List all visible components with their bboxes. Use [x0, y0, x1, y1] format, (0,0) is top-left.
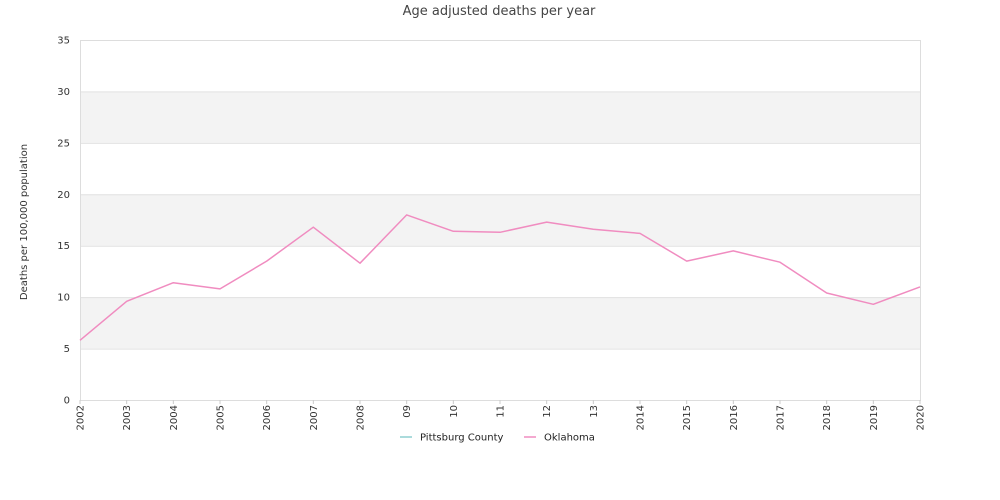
x-axis-ticks: 2002 2003 2004 2005 2006 2007 2008 09 10 11 12 13 20…	[76, 400, 927, 430]
y-tick-label: 20	[57, 190, 70, 201]
x-tick-label: 2005	[216, 405, 227, 430]
x-tick-label: 2014	[636, 405, 647, 430]
plot-band	[80, 194, 920, 246]
plot-band	[80, 297, 920, 349]
x-tick-label: 11	[496, 405, 507, 418]
x-tick-label: 2020	[916, 405, 927, 430]
x-tick-label: 13	[589, 405, 600, 418]
y-tick-label: 5	[64, 344, 70, 355]
series-lines	[79, 214, 921, 341]
x-tick-label: 2002	[76, 405, 87, 430]
x-tick-label: 2018	[822, 405, 833, 430]
y-axis-label: Deaths per 100,000 population	[19, 144, 30, 300]
x-tick-label: 12	[542, 405, 553, 418]
x-tick-label: 10	[449, 405, 460, 418]
legend: Pittsburg County Oklahoma	[400, 433, 595, 444]
legend-label: Oklahoma	[544, 433, 595, 444]
x-tick-label: 2004	[169, 405, 180, 430]
x-tick-label: 2016	[729, 405, 740, 430]
plot-band	[80, 40, 920, 92]
y-tick-label: 0	[64, 396, 70, 407]
x-tick-label: 09	[402, 405, 413, 418]
plot-bands	[80, 40, 920, 401]
plot-band	[80, 91, 920, 143]
chart-title: Age adjusted deaths per year	[403, 4, 596, 19]
x-tick-label: 2007	[309, 405, 320, 430]
series-line	[79, 214, 921, 341]
y-tick-label: 10	[57, 293, 70, 304]
x-tick-label: 2008	[356, 405, 367, 430]
plot-band	[80, 142, 920, 195]
plot-band	[80, 348, 920, 400]
x-tick-label: 2015	[682, 405, 693, 430]
x-tick-label: 2019	[869, 405, 880, 430]
x-tick-label: 2017	[776, 405, 787, 430]
x-tick-label: 2006	[262, 405, 273, 430]
y-tick-label: 35	[57, 36, 70, 47]
y-axis-ticks: 0 5 10 15 20 25 30 35	[57, 36, 70, 407]
y-tick-label: 25	[57, 138, 70, 149]
y-tick-label: 15	[57, 241, 70, 252]
legend-label: Pittsburg County	[420, 433, 503, 444]
y-tick-label: 30	[57, 87, 70, 98]
x-tick-label: 2003	[122, 405, 133, 430]
